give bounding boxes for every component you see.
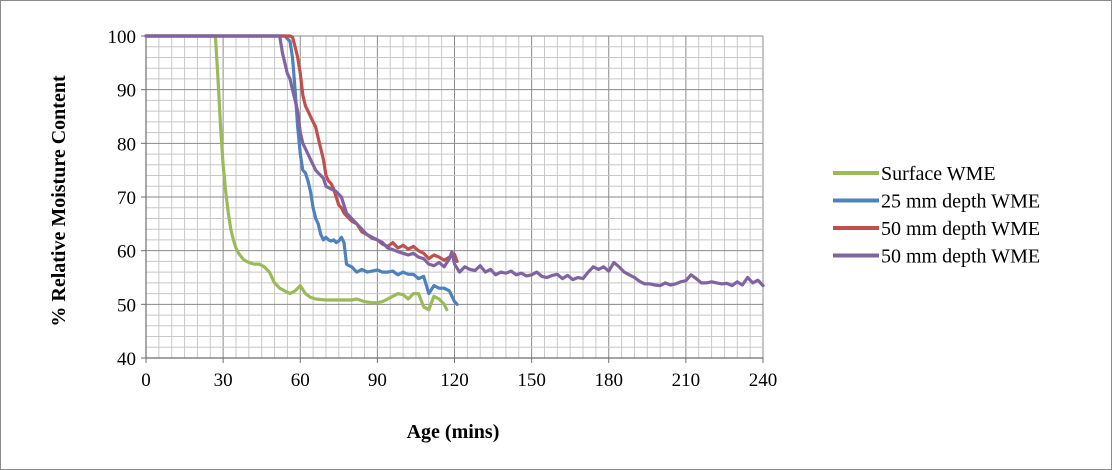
y-tick-label: 60 xyxy=(117,242,136,263)
y-tick-label: 100 xyxy=(108,27,137,48)
y-tick-label: 90 xyxy=(117,81,136,102)
x-tick-label: 120 xyxy=(440,370,469,391)
axes xyxy=(141,35,764,363)
series-line-1 xyxy=(144,34,449,312)
series-line-4 xyxy=(144,34,765,288)
x-tick-label: 210 xyxy=(672,370,701,391)
x-tick-label: 90 xyxy=(368,370,387,391)
series-line-3 xyxy=(144,34,459,263)
x-tick-label: 240 xyxy=(749,370,778,391)
legend-label-1: Surface WME xyxy=(881,163,996,185)
y-tick-label: 40 xyxy=(117,349,136,370)
series-line-2 xyxy=(144,34,459,306)
x-tick-label: 30 xyxy=(214,370,233,391)
y-tick-label: 70 xyxy=(117,188,136,209)
y-tick-label: 50 xyxy=(117,295,136,316)
x-tick-label: 150 xyxy=(517,370,546,391)
legend-label-4: 50 mm depth WME xyxy=(881,246,1040,268)
legend: Surface WME 25 mm depth WME 50 mm depth WM… xyxy=(833,163,1040,268)
legend-label-3: 50 mm depth WME xyxy=(881,218,1040,240)
x-axis-title: Age (mins) xyxy=(407,421,500,443)
series-lines xyxy=(144,34,765,312)
gridlines xyxy=(145,35,764,359)
x-tick-label: 0 xyxy=(141,370,151,391)
x-tick-label: 60 xyxy=(291,370,310,391)
tick-labels: 0 30 60 90 120 150 180 210 240 40 50 60 70 80 90 100 xyxy=(108,27,778,391)
y-tick-label: 80 xyxy=(117,134,136,155)
legend-label-2: 25 mm depth WME xyxy=(881,191,1040,213)
x-tick-label: 180 xyxy=(595,370,624,391)
y-axis-title: % Relative Moisture Content xyxy=(48,75,70,327)
